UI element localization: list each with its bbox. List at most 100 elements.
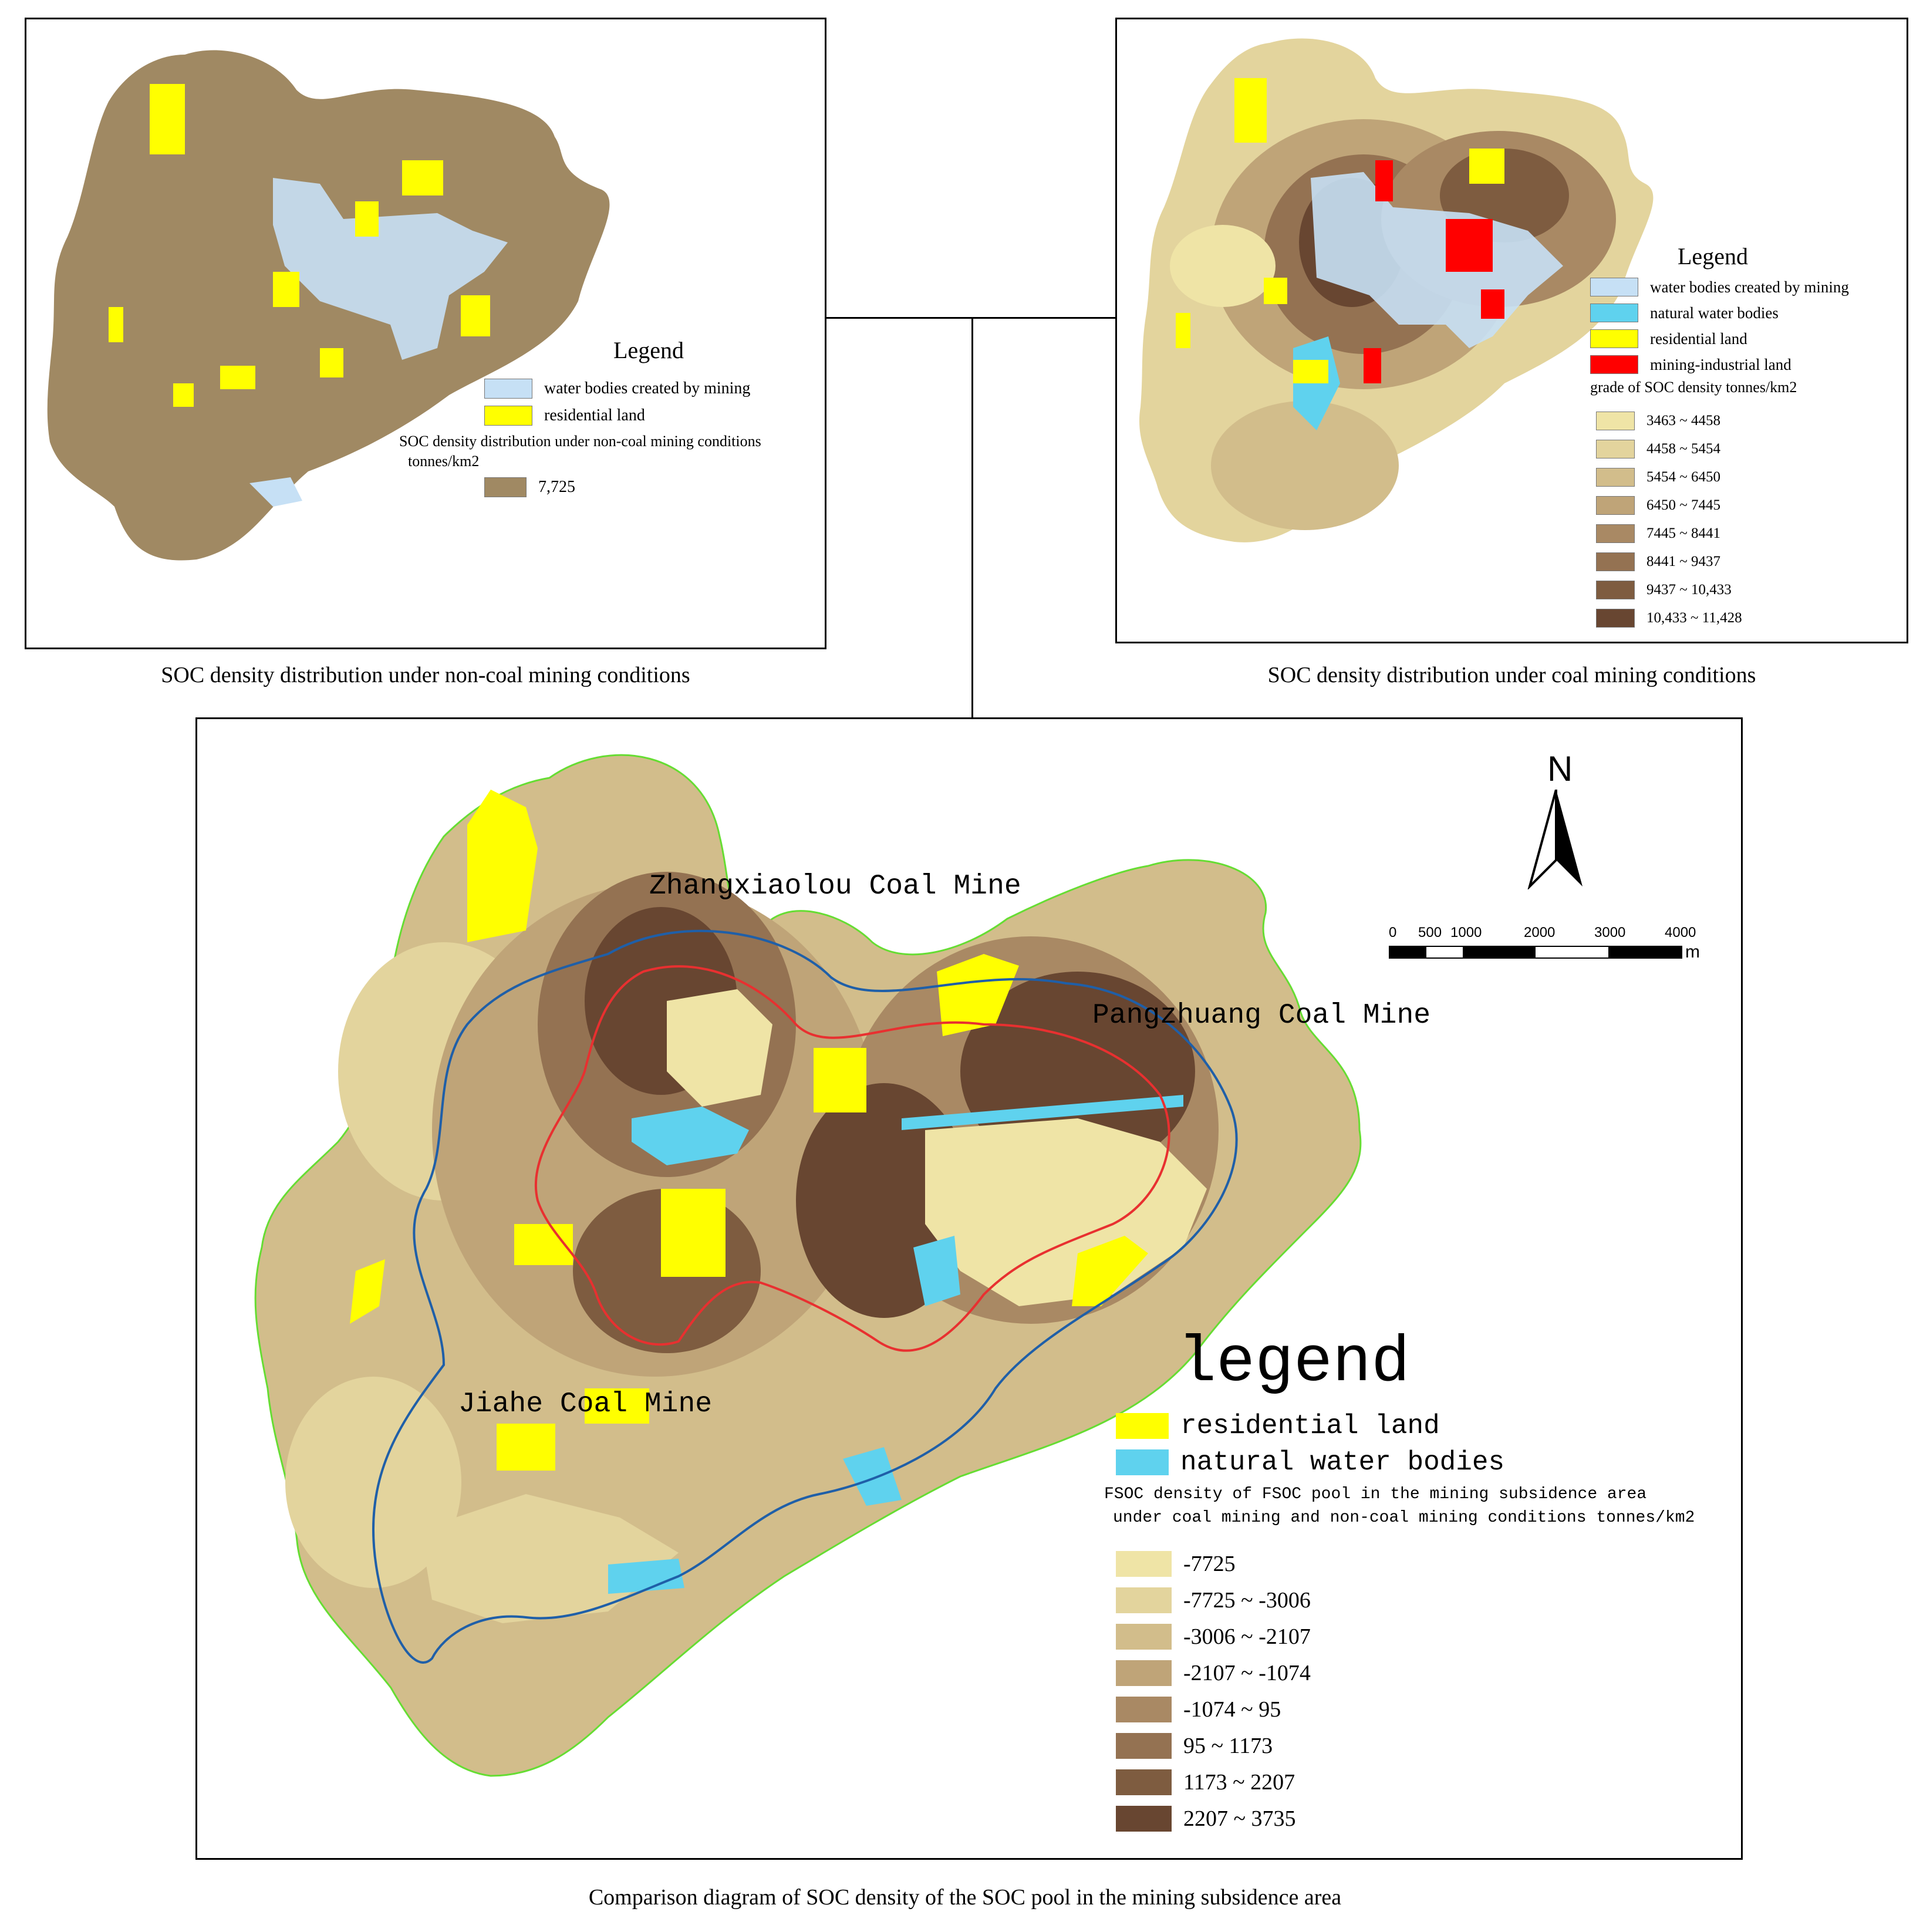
mining-water-patch <box>249 477 302 507</box>
scale-bar: 0 500 1000 2000 3000 4000 m <box>1389 925 1700 977</box>
grade-title: grade of SOC density tonnes/km2 <box>1590 379 1797 396</box>
class-row: -2107 ~ -1074 <box>1116 1655 1311 1691</box>
scale-unit: m <box>1685 942 1700 962</box>
study-area-shape <box>47 50 610 561</box>
legend-label: 7445 ~ 8441 <box>1646 525 1721 541</box>
residential-patch <box>1072 1236 1148 1306</box>
class-row: 2207 ~ 3735 <box>1116 1800 1311 1837</box>
density-zone <box>1211 401 1399 530</box>
legend-swatch <box>484 406 532 426</box>
legend-label: -1074 ~ 95 <box>1183 1697 1281 1722</box>
grade-row: 9437 ~ 10,433 <box>1596 576 1742 604</box>
mine-label-jiahe: Jiahe Coal Mine <box>458 1388 713 1420</box>
grade-row: 7445 ~ 8441 <box>1596 520 1742 548</box>
caption-comparison: Comparison diagram of SOC density of the… <box>588 1885 1342 1910</box>
legend-swatch <box>1596 412 1635 430</box>
natural-water-patch <box>902 1095 1183 1130</box>
legend-swatch <box>1596 496 1635 515</box>
legend-label: 1173 ~ 2207 <box>1183 1770 1295 1795</box>
legend-item-residential: residential land <box>484 406 645 426</box>
legend-title: Legend <box>613 337 684 363</box>
residential-patch <box>1293 360 1328 383</box>
scale-tick-label: 4000 <box>1665 925 1696 940</box>
map-panel-comparison: N 0 500 1000 2000 3000 4000 m Zhangxiaol… <box>195 717 1743 1860</box>
legend-label: water bodies created by mining <box>544 379 751 397</box>
industrial-patch <box>1481 289 1504 319</box>
legend-label: -7725 ~ -3006 <box>1183 1588 1311 1613</box>
legend-item-natural-water: natural water bodies <box>1116 1447 1504 1478</box>
legend-item-natural-water: natural water bodies <box>1590 304 1779 322</box>
legend-swatch <box>1116 1660 1172 1686</box>
residential-patch <box>350 1259 385 1324</box>
residential-patch <box>461 295 490 336</box>
legend-label: -7725 <box>1183 1552 1236 1576</box>
caption-non-coal: SOC density distribution under non-coal … <box>161 663 690 687</box>
grade-row: 5454 ~ 6450 <box>1596 463 1742 491</box>
class-row: -7725 <box>1116 1546 1311 1582</box>
residential-patch <box>1264 278 1287 304</box>
caption-coal: SOC density distribution under coal mini… <box>1267 663 1756 687</box>
scale-tick-label: 1000 <box>1450 925 1482 940</box>
mine-label-pangzhuang: Pangzhuang Coal Mine <box>1092 1000 1431 1031</box>
legend-swatch <box>1116 1624 1172 1650</box>
natural-water-patch <box>632 1107 749 1165</box>
legend-label: 5454 ~ 6450 <box>1646 469 1721 485</box>
subsidence-boundary-inner <box>534 965 1170 1352</box>
legend-swatch <box>1590 355 1638 374</box>
soc-title: SOC density distribution under non-coal … <box>399 433 761 450</box>
residential-patch <box>467 790 538 942</box>
residential-patch <box>273 272 299 307</box>
north-label: N <box>1547 749 1573 788</box>
residential-patch <box>661 1189 726 1277</box>
legend-label: 95 ~ 1173 <box>1183 1734 1273 1758</box>
legend-label: residential land <box>544 406 645 424</box>
fsoc-class-legend: -7725 -7725 ~ -3006 -3006 ~ -2107 -2107 … <box>1116 1546 1311 1837</box>
natural-water-patch <box>913 1236 960 1306</box>
legend-swatch <box>1116 1769 1172 1795</box>
legend-swatch <box>484 477 527 497</box>
residential-patch <box>109 307 123 342</box>
legend-label: 4458 ~ 5454 <box>1646 441 1721 457</box>
class-row: -7725 ~ -3006 <box>1116 1582 1311 1619</box>
comparison-map <box>254 754 1362 1777</box>
residential-patch <box>355 201 379 237</box>
residential-patch <box>1469 149 1504 184</box>
scale-tick-label: 3000 <box>1594 925 1626 940</box>
legend-swatch <box>1596 524 1635 543</box>
density-zone <box>960 972 1195 1171</box>
legend-label: 7,725 <box>538 478 575 496</box>
density-zone <box>285 1377 461 1588</box>
legend-label: residential land <box>1650 329 1747 348</box>
scale-tick-label: 2000 <box>1524 925 1556 940</box>
legend-label: 8441 ~ 9437 <box>1646 554 1721 569</box>
industrial-patch <box>1375 160 1393 201</box>
legend-swatch <box>1116 1551 1172 1577</box>
residential-patch <box>173 383 194 407</box>
residential-patch <box>497 1424 555 1471</box>
residential-patch <box>1234 78 1267 143</box>
mine-label-zhangxiaolou: Zhangxiaolou Coal Mine <box>649 871 1021 902</box>
legend-swatch <box>1596 609 1635 628</box>
class-row: -1074 ~ 95 <box>1116 1691 1311 1728</box>
subsidence-boundary-outer <box>372 929 1238 1664</box>
legend-swatch <box>1116 1806 1172 1832</box>
legend-item-residential: residential land <box>1590 329 1747 348</box>
legend-label: 2207 ~ 3735 <box>1183 1806 1296 1831</box>
residential-patch <box>814 1048 866 1112</box>
legend-swatch <box>1590 329 1638 348</box>
legend-item-mining-water: water bodies created by mining <box>1590 278 1849 296</box>
residential-patch <box>585 1388 649 1424</box>
residential-patch <box>150 84 185 154</box>
legend-label: 3463 ~ 4458 <box>1646 413 1721 429</box>
legend-label: -2107 ~ -1074 <box>1183 1661 1311 1685</box>
grade-row: 8441 ~ 9437 <box>1596 548 1742 576</box>
legend-swatch <box>1596 440 1635 458</box>
legend-swatch <box>484 379 532 399</box>
residential-patch <box>1176 313 1190 348</box>
legend-swatch <box>1596 552 1635 571</box>
natural-water-patch <box>608 1559 684 1594</box>
legend-item-residential: residential land <box>1116 1411 1440 1441</box>
grade-row: 6450 ~ 7445 <box>1596 491 1742 520</box>
legend-item-industrial: mining-industrial land <box>1590 355 1791 374</box>
legend-item-soc-value: 7,725 <box>484 477 575 497</box>
